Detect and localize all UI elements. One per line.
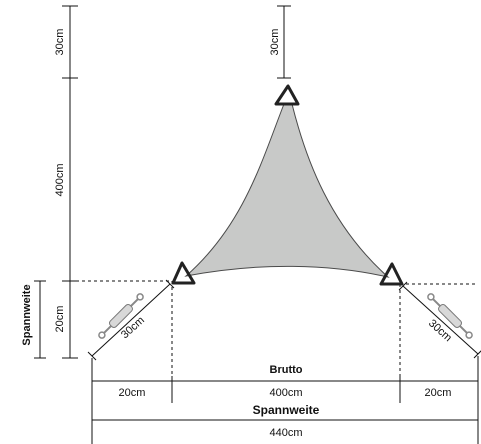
- triangle-ring-icon: [274, 84, 300, 106]
- label-spannweite: Spannweite: [253, 403, 320, 417]
- triangle-ring-icon: [171, 261, 196, 285]
- bottom-dimension-brutto: [91, 356, 479, 444]
- shade-sail: [184, 103, 390, 278]
- triangle-ring-icon: [379, 262, 404, 286]
- label-left-spannweite: Spannweite: [21, 284, 33, 345]
- label-left-lower: 20cm: [54, 306, 66, 333]
- label-left-height: 400cm: [54, 163, 66, 196]
- corner-dimensions: [87, 279, 481, 361]
- label-bottom-left: 20cm: [119, 387, 146, 399]
- turnbuckle-icon: [427, 293, 473, 339]
- label-top-center: 30cm: [269, 29, 281, 56]
- dashed-guides: [70, 280, 476, 388]
- label-bottom-center: 400cm: [269, 387, 302, 399]
- label-total: 440cm: [269, 427, 302, 439]
- top-vertical-dimension: [277, 5, 291, 79]
- label-bottom-right: 20cm: [425, 387, 452, 399]
- left-vertical-dimension: [34, 5, 78, 359]
- label-left-top: 30cm: [54, 29, 66, 56]
- turnbuckle-icon: [98, 293, 144, 339]
- label-brutto: Brutto: [270, 364, 303, 376]
